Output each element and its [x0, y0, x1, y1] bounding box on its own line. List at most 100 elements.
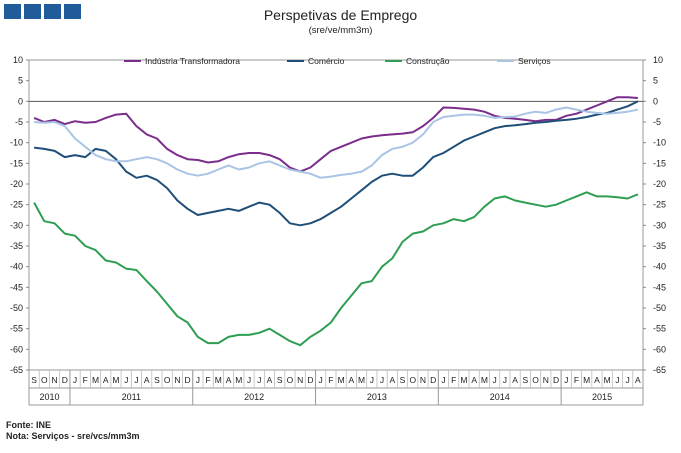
month-tick-label: F	[83, 375, 88, 385]
month-tick-label: M	[460, 375, 467, 385]
month-tick-label: O	[287, 375, 294, 385]
series-line-servi-os	[34, 106, 639, 179]
source-note: Fonte: INE	[6, 420, 51, 430]
logo-block	[64, 4, 81, 19]
month-tick-label: A	[389, 375, 395, 385]
month-tick-label: J	[492, 375, 496, 385]
month-tick-label: M	[235, 375, 242, 385]
y-tick-label-right: -5	[653, 117, 661, 127]
y-tick-label-left: -50	[10, 303, 23, 313]
month-tick-label: J	[124, 375, 128, 385]
month-tick-label: O	[409, 375, 416, 385]
y-tick-label-right: -25	[653, 200, 666, 210]
month-tick-label: J	[370, 375, 374, 385]
month-tick-label: N	[174, 375, 180, 385]
month-tick-label: J	[247, 375, 251, 385]
y-tick-label-right: -35	[653, 241, 666, 251]
month-tick-label: N	[52, 375, 58, 385]
month-tick-label: O	[164, 375, 171, 385]
y-tick-label-right: 10	[653, 55, 663, 65]
y-tick-label-left: -40	[10, 262, 23, 272]
series-note: Nota: Serviços - sre/vcs/mm3m	[6, 431, 140, 441]
y-tick-label-right: -20	[653, 179, 666, 189]
y-tick-label-right: -50	[653, 303, 666, 313]
y-tick-label-left: -65	[10, 365, 23, 375]
month-tick-label: M	[358, 375, 365, 385]
month-tick-label: A	[349, 375, 355, 385]
month-tick-label: F	[574, 375, 579, 385]
legend-label: Indústria Transformadora	[145, 56, 240, 66]
month-tick-label: J	[134, 375, 138, 385]
month-tick-label: M	[583, 375, 590, 385]
month-tick-label: N	[420, 375, 426, 385]
month-tick-label: J	[73, 375, 77, 385]
logo-block	[24, 4, 41, 19]
month-tick-label: A	[635, 375, 641, 385]
chart-title: Perspetivas de Emprego	[263, 7, 418, 23]
month-tick-label: S	[277, 375, 283, 385]
y-tick-label-left: 0	[18, 96, 23, 106]
month-tick-label: A	[103, 375, 109, 385]
year-label: 2012	[244, 392, 264, 402]
month-tick-label: D	[553, 375, 559, 385]
plot-frame	[28, 59, 644, 371]
logo-block	[4, 4, 21, 19]
month-tick-label: M	[92, 375, 99, 385]
month-tick-label: J	[441, 375, 445, 385]
y-tick-label-left: -25	[10, 200, 23, 210]
month-tick-label: M	[481, 375, 488, 385]
y-tick-label-left: -30	[10, 220, 23, 230]
y-tick-label-right: -40	[653, 262, 666, 272]
y-tick-label-right: -15	[653, 158, 666, 168]
chart-subtitle: (sre/ve/mm3m)	[308, 25, 373, 36]
series-line-com-rcio	[33, 100, 639, 227]
y-tick-label-right: 0	[653, 96, 658, 106]
series-line-ind-stria-transformadora	[33, 96, 638, 173]
month-tick-label: F	[451, 375, 456, 385]
month-tick-label: D	[430, 375, 436, 385]
y-tick-label-left: -55	[10, 324, 23, 334]
month-tick-label: J	[626, 375, 630, 385]
month-tick-label: M	[112, 375, 119, 385]
year-label: 2015	[592, 392, 612, 402]
y-tick-label-right: -55	[653, 324, 666, 334]
month-tick-label: J	[196, 375, 200, 385]
y-tick-label-left: -5	[15, 117, 23, 127]
y-tick-label-left: -15	[10, 158, 23, 168]
month-tick-label: F	[328, 375, 333, 385]
year-label: 2013	[367, 392, 387, 402]
y-tick-label-left: -45	[10, 282, 23, 292]
month-tick-label: A	[512, 375, 518, 385]
y-tick-label-right: -65	[653, 365, 666, 375]
month-tick-label: S	[31, 375, 37, 385]
month-tick-label: F	[205, 375, 210, 385]
month-tick-label: A	[267, 375, 273, 385]
y-tick-label-left: 5	[18, 76, 23, 86]
year-label: 2014	[490, 392, 510, 402]
legend-label: Comércio	[308, 56, 345, 66]
month-tick-label: M	[215, 375, 222, 385]
month-tick-label: S	[154, 375, 160, 385]
month-tick-label: J	[257, 375, 261, 385]
month-tick-label: A	[226, 375, 232, 385]
month-tick-label: S	[400, 375, 406, 385]
legend-label: Construção	[406, 56, 450, 66]
y-tick-label-left: 10	[13, 55, 23, 65]
month-tick-label: D	[307, 375, 313, 385]
month-tick-label: D	[185, 375, 191, 385]
month-tick-label: M	[338, 375, 345, 385]
year-label: 2011	[122, 392, 141, 402]
month-tick-label: J	[615, 375, 619, 385]
month-tick-label: J	[503, 375, 507, 385]
month-tick-label: O	[41, 375, 48, 385]
month-tick-label: A	[594, 375, 600, 385]
year-label: 2010	[39, 392, 59, 402]
month-tick-label: S	[522, 375, 528, 385]
brand-logo	[4, 4, 81, 19]
series-line-constru-o	[33, 191, 639, 347]
month-tick-label: J	[319, 375, 323, 385]
month-tick-label: J	[564, 375, 568, 385]
month-tick-label: O	[532, 375, 539, 385]
y-tick-label-right: -30	[653, 220, 666, 230]
